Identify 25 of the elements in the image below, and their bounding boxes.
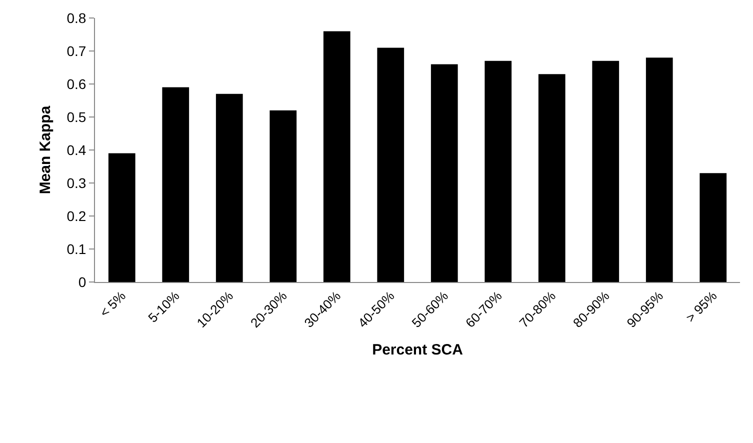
y-tick-label: 0.7 (66, 42, 86, 59)
bar (646, 58, 673, 282)
y-tick-label: 0.4 (66, 142, 86, 158)
y-axis-title: Mean Kappa (36, 105, 54, 194)
bar (270, 110, 297, 282)
y-tick-label: 0 (78, 274, 86, 290)
y-tick-label: 0.3 (66, 174, 86, 191)
x-axis-title: Percent SCA (372, 342, 464, 359)
bar (484, 60, 512, 282)
y-tick-label: 0.5 (66, 108, 86, 125)
y-tick-label: 0.8 (66, 10, 86, 26)
bar (538, 74, 566, 282)
y-tick-label: 0.2 (66, 208, 86, 224)
bar (592, 60, 620, 282)
bar (377, 48, 404, 282)
bar (323, 31, 350, 282)
bar (162, 87, 190, 282)
y-tick-label: 0.1 (66, 240, 86, 257)
bar (700, 173, 727, 282)
bar (108, 153, 136, 282)
x-tick-label: > 95% (682, 288, 720, 326)
y-tick-label: 0.6 (66, 76, 86, 92)
bar (430, 64, 458, 282)
bar (216, 94, 243, 282)
x-tick-label: < 5% (96, 288, 129, 320)
